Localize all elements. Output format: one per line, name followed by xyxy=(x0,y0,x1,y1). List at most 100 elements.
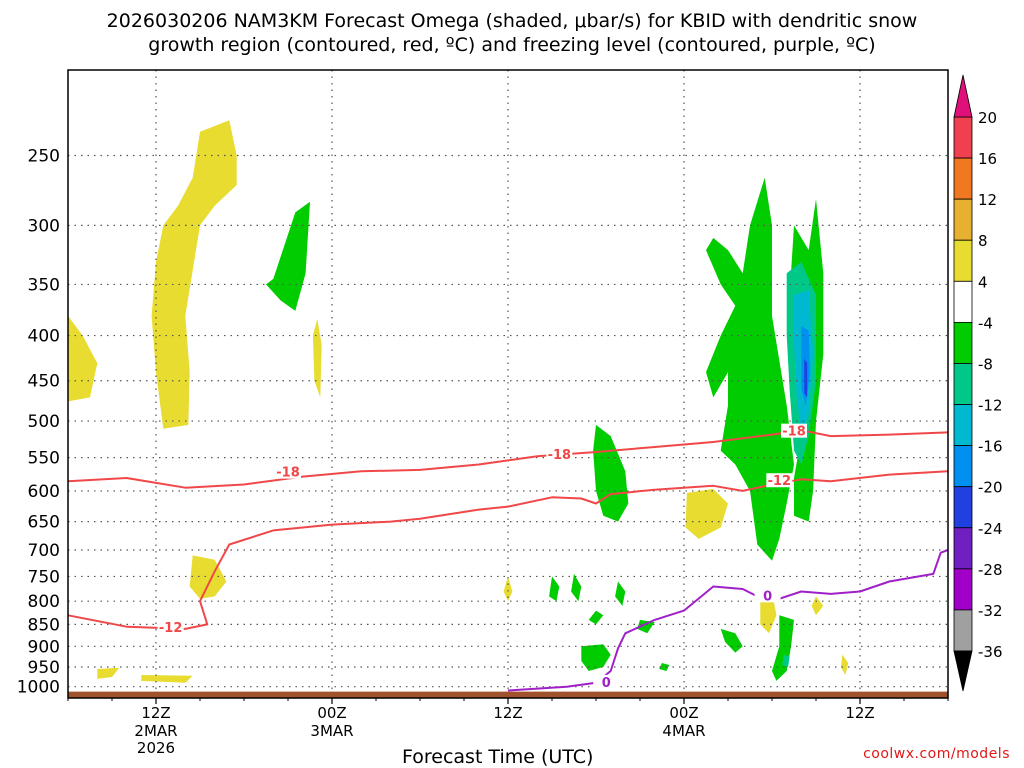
label-minus18-c-bg xyxy=(781,423,807,438)
omega-region-5 xyxy=(312,318,322,398)
surface-terrain xyxy=(68,691,948,698)
y-tick-label-800: 800 xyxy=(28,592,60,612)
y-tick-labels: 2503003504004505005506006507007508008509… xyxy=(17,146,60,697)
colorbar-top-arrow xyxy=(953,74,973,118)
label-zero-a: 0 xyxy=(602,676,611,691)
colorbar-label-6: -8 xyxy=(978,355,993,373)
contour-line-0 xyxy=(67,429,949,489)
colorbar-segment-9 xyxy=(953,486,973,529)
omega-region-16 xyxy=(571,573,582,602)
omega-region-19 xyxy=(581,644,611,671)
omega-region-3 xyxy=(97,667,120,679)
terrain-band xyxy=(68,691,948,698)
y-tick-label-750: 750 xyxy=(28,567,60,587)
y-tick-label-850: 850 xyxy=(28,615,60,635)
label-minus18-b-bg xyxy=(546,446,573,461)
colorbar-segment-4 xyxy=(953,280,973,323)
colorbar-label-11: -28 xyxy=(978,561,1003,579)
colorbar-label-12: -32 xyxy=(978,602,1003,620)
colorbar-segment-7 xyxy=(953,404,973,447)
colorbar-label-3: 8 xyxy=(978,232,988,250)
omega-region-13 xyxy=(706,177,794,561)
label-minus18-a-bg xyxy=(275,464,301,479)
colorbar-segment-12 xyxy=(953,609,973,652)
x-tick-sublabel-1-0: 3MAR xyxy=(310,722,353,740)
label-zero-b-bg xyxy=(754,588,781,603)
y-tick-label-950: 950 xyxy=(28,658,60,678)
colorbar-label-4: 4 xyxy=(978,273,988,291)
colorbar-segment-6 xyxy=(953,363,973,405)
colorbar-label-10: -24 xyxy=(978,520,1003,538)
omega-region-28 xyxy=(804,358,808,398)
label-zero-b: 0 xyxy=(763,589,772,604)
omega-region-0 xyxy=(68,315,98,402)
omega-region-25 xyxy=(782,654,790,667)
label-minus18-b: -18 xyxy=(548,448,572,463)
colorbar-label-2: 12 xyxy=(978,191,997,209)
colorbar-bottom-arrow xyxy=(953,650,973,692)
x-tick-label-3: 00Z xyxy=(669,704,698,722)
x-tick-label-2: 12Z xyxy=(493,704,522,722)
omega-region-20 xyxy=(637,619,655,634)
label-minus12-b-bg xyxy=(766,473,793,488)
omega-region-15 xyxy=(549,576,560,602)
label-minus18-c: -18 xyxy=(782,425,806,440)
y-tick-label-900: 900 xyxy=(28,637,60,657)
omega-region-8 xyxy=(503,576,513,602)
source-credit: coolwx.com/models xyxy=(863,746,1010,762)
x-axis-title: Forecast Time (UTC) xyxy=(402,746,594,768)
colorbar-label-0: 20 xyxy=(978,109,997,127)
omega-region-10 xyxy=(840,654,849,675)
y-tick-label-350: 350 xyxy=(28,275,60,295)
y-tick-label-600: 600 xyxy=(28,482,60,502)
y-tick-label-400: 400 xyxy=(28,327,60,347)
omega-region-1 xyxy=(151,120,237,429)
omega-region-17 xyxy=(588,610,604,625)
y-tick-label-500: 500 xyxy=(28,412,60,432)
omega-shading xyxy=(68,120,849,683)
y-tick-label-550: 550 xyxy=(28,449,60,469)
omega-region-11 xyxy=(266,201,310,311)
x-tick-label-1: 00Z xyxy=(317,704,346,722)
colorbar-segment-10 xyxy=(953,527,973,570)
colorbar-segment-2 xyxy=(953,198,973,241)
omega-region-12 xyxy=(593,424,629,522)
colorbar-label-9: -20 xyxy=(978,479,1003,497)
contour-lines: -18 -18 -18 -12 -12 0 0 xyxy=(67,423,949,692)
colorbar-label-5: -4 xyxy=(978,314,993,332)
y-tick-label-300: 300 xyxy=(28,216,60,236)
label-minus18-a: -18 xyxy=(276,466,300,481)
label-minus12-a-bg xyxy=(157,619,184,634)
omega-region-4 xyxy=(141,675,193,683)
colorbar-label-8: -16 xyxy=(978,438,1003,456)
y-tick-label-700: 700 xyxy=(28,541,60,561)
omega-region-22 xyxy=(720,628,743,653)
colorbar: 20 16 12 8 4 -4 -8 -12 -16 -20 -24 -28 -32 -36 xyxy=(953,74,1003,692)
colorbar-label-1: 16 xyxy=(978,150,997,168)
omega-region-21 xyxy=(659,663,670,671)
y-tick-label-250: 250 xyxy=(28,146,60,166)
colorbar-segment-8 xyxy=(953,445,973,488)
colorbar-segment-0 xyxy=(953,116,973,159)
colorbar-label-7: -12 xyxy=(978,397,1003,415)
y-tick-label-450: 450 xyxy=(28,372,60,392)
x-tick-sublabel-3-0: 4MAR xyxy=(662,722,705,740)
chart-title-line-2: growth region (contoured, red, ºC) and f… xyxy=(148,34,876,56)
colorbar-segment-1 xyxy=(953,157,973,200)
plot-frame xyxy=(67,69,949,699)
label-minus12-b: -12 xyxy=(768,474,792,489)
label-zero-a-bg xyxy=(593,674,620,689)
colorbar-segment-3 xyxy=(953,239,973,282)
contour-line-2 xyxy=(507,549,949,692)
omega-region-18 xyxy=(615,581,626,606)
y-tick-label-650: 650 xyxy=(28,513,60,533)
y-tick-label-1000: 1000 xyxy=(17,678,60,698)
label-minus12-a: -12 xyxy=(159,621,183,636)
omega-region-23 xyxy=(772,615,794,681)
colorbar-segment-5 xyxy=(953,321,973,364)
omega-region-6 xyxy=(685,489,728,539)
x-tick-label-4: 12Z xyxy=(845,704,874,722)
x-tick-sublabel-0-1: 2026 xyxy=(137,739,175,757)
